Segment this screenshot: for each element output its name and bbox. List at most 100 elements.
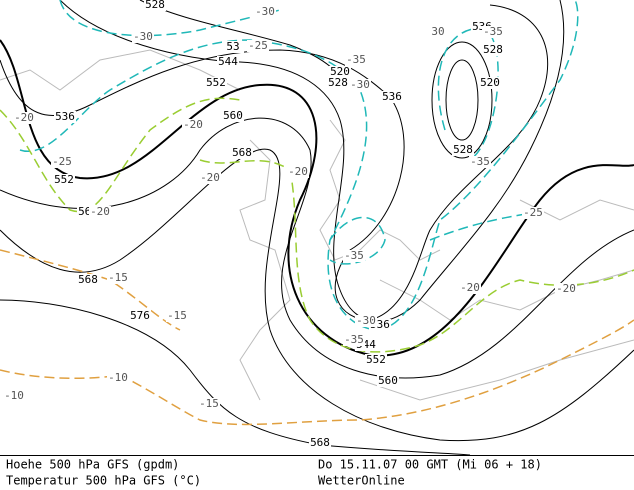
contour-label: 528 [483,43,503,56]
contour-label: 560 [378,374,398,387]
label-bg [222,41,244,53]
contour-label: 536 [382,90,402,103]
label-bg [89,206,111,218]
contour-label: 528 [145,0,165,11]
contour-label: 568 [310,436,330,449]
label-bg [107,272,129,284]
contour-label: -35 [483,25,503,38]
contour-label: -30 [350,78,370,91]
label-bg [247,40,269,52]
label-bg [459,282,481,294]
footer-text: Do 15.11.07 00 GMT (Mi 06 + 18) [318,458,542,472]
contour-label: 544 [218,55,238,68]
contour-label: -25 [523,206,543,219]
contour-label: -35 [344,333,364,346]
label-bg [132,31,154,43]
label-bg [329,66,351,78]
contour [0,117,634,379]
footer-text: Temperatur 500 hPa GFS (°C) [6,474,201,488]
label-bg [182,119,204,131]
contour-label: -10 [108,371,128,384]
label-bg [51,156,73,168]
contour-label: -20 [90,205,110,218]
contour-label: -20 [556,282,576,295]
contour-label: -35 [470,155,490,168]
label-bg [205,77,227,89]
label-bg [129,310,151,322]
label-bg [327,77,349,89]
label-bg [222,110,244,122]
label-bg [53,174,75,186]
contour-label: -30 [255,5,275,18]
label-bg [377,375,399,387]
temp-contours-green [0,97,634,353]
contour [431,41,493,159]
contour-label: -15 [167,309,187,322]
contour-label: 30 [431,25,444,38]
contour-label: -20 [288,165,308,178]
contour-label: -10 [4,389,24,402]
contour-label: 520 [330,65,350,78]
contour [0,148,634,442]
label-bg [343,334,365,346]
contour [0,299,471,456]
contour-label: 53 [226,40,239,53]
contour-label: 520 [480,76,500,89]
contour-label: 568 [232,146,252,159]
isotherm [329,216,386,265]
coastline [319,119,441,261]
contour-label: 576 [130,309,150,322]
label-bg [77,274,99,286]
footer-bg [0,455,634,490]
contour-label: 552 [366,353,386,366]
label-bg [479,77,501,89]
label-bg [469,156,491,168]
contour-label: -20 [14,111,34,124]
contour-label: 528 [328,76,348,89]
contour-label: -30 [133,30,153,43]
contour-label: -25 [52,155,72,168]
label-bg [355,315,377,327]
label-bg [3,390,25,402]
coastline [239,139,291,401]
footer-text: WetterOnline [318,474,405,488]
contour-label: -35 [346,53,366,66]
contour-label: -15 [108,271,128,284]
contour-label: -15 [199,397,219,410]
contour-label: 568 [78,273,98,286]
label-bg [343,250,365,262]
label-bg [199,172,221,184]
label-bg [555,283,577,295]
label-bg [427,26,449,38]
contour-label: 536 [55,110,75,123]
label-bg [107,372,129,384]
contour-label: -20 [460,281,480,294]
contour-label: -30 [356,314,376,327]
label-bg [345,54,367,66]
label-bg [54,111,76,123]
label-bg [482,26,504,38]
contour-label: -20 [183,118,203,131]
contour-label: 552 [206,76,226,89]
label-bg [349,79,371,91]
coastline [0,49,241,91]
coastline [359,339,634,401]
label-bg [309,437,331,449]
label-bg [217,56,239,68]
label-bg [198,398,220,410]
contour-label: 552 [54,173,74,186]
label-bg [482,44,504,56]
label-bg [381,91,403,103]
contour-label: -35 [344,249,364,262]
label-bg [144,0,166,11]
footer-text: Hoehe 500 hPa GFS (gpdm) [6,458,179,472]
coastline [379,269,634,321]
contour-label: -25 [248,39,268,52]
label-bg [522,207,544,219]
isotherm [199,159,634,353]
contour-label: 560 [223,109,243,122]
temperature-labels: -30 -30 -25 -35 30 -35 -30 -35 -25 -20 -20 -20 -20 -2… [3,5,577,410]
label-bg [452,144,474,156]
